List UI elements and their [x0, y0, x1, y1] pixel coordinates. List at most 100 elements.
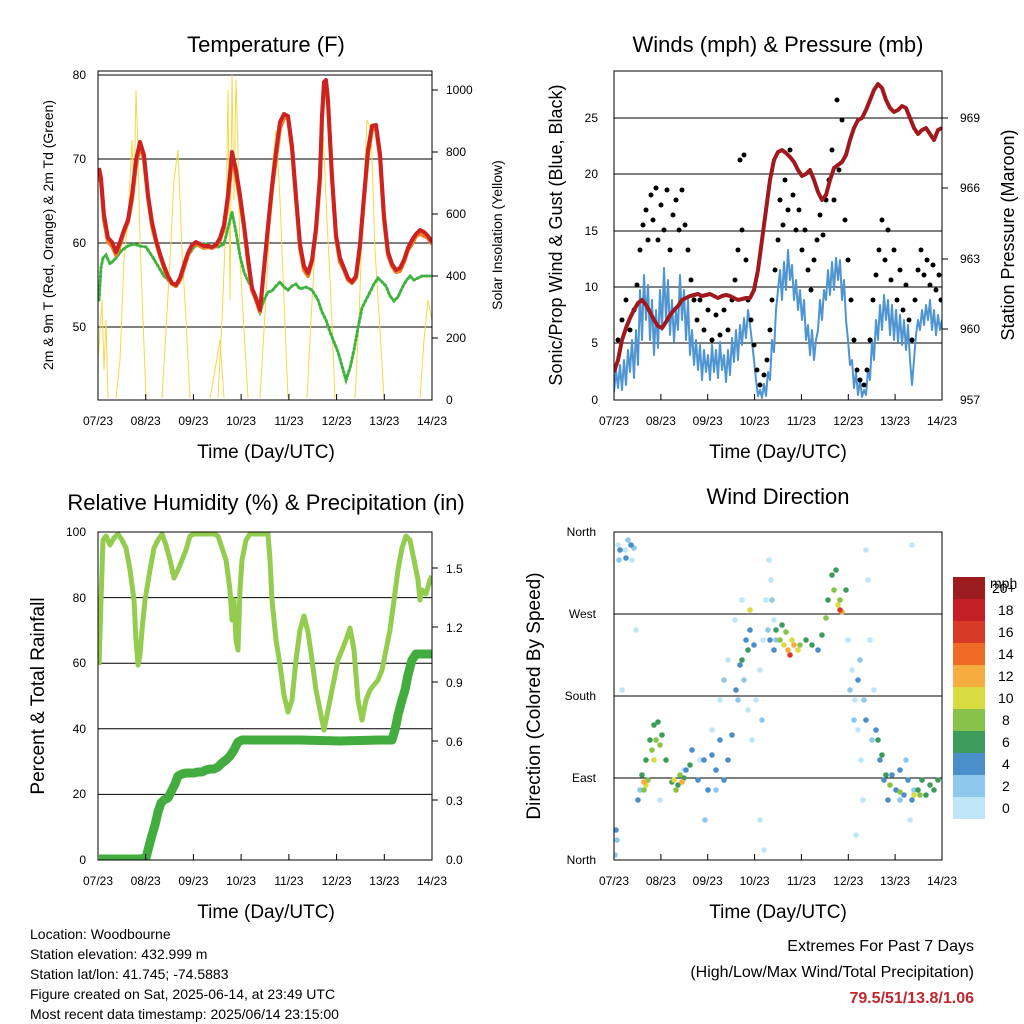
points-orange — [641, 609, 845, 785]
winds-y-left-label: Sonic/Prop Wind & Gust (Blue, Black) — [546, 84, 566, 385]
legend-label: 4 — [1002, 756, 1010, 772]
y-tick-label: East — [572, 771, 597, 785]
legend-swatch — [953, 753, 985, 775]
temperature-x-axis-label: Time (Day/UTC) — [197, 442, 335, 463]
x-tick-label: 14/23 — [927, 414, 957, 428]
x-tick-label: 08/23 — [131, 414, 161, 428]
y-tick-label: 20 — [585, 167, 599, 181]
points-lime — [641, 587, 923, 798]
y2-tick-label: 1.2 — [446, 621, 463, 635]
legend-label: 20+ — [992, 580, 1016, 596]
x-tick-label: 13/23 — [880, 874, 910, 888]
direction-panel: Wind Direction — [524, 484, 1017, 923]
y-tick-label: 0 — [591, 393, 598, 407]
legend-swatch — [953, 621, 985, 643]
legend-swatch — [953, 775, 985, 797]
points-sky — [614, 537, 917, 858]
x-tick-label: 12/23 — [833, 414, 863, 428]
solar-day-1 — [98, 299, 109, 399]
y2-tick-label: 0.9 — [446, 676, 463, 690]
sonic-wind-series — [614, 249, 942, 399]
direction-y-ticks: North East South West North — [565, 525, 597, 867]
x-tick-label: 11/23 — [787, 874, 816, 888]
legend-label: 12 — [998, 668, 1014, 684]
x-tick-label: 09/23 — [693, 874, 723, 888]
temperature-title: Temperature (F) — [187, 32, 345, 57]
x-tick-label: 09/23 — [178, 414, 208, 428]
x-tick-label: 07/23 — [599, 414, 629, 428]
x-tick-label: 08/23 — [646, 874, 676, 888]
y-tick-label: 15 — [585, 224, 599, 238]
humidity-x-ticks: 07/23 08/23 09/23 10/23 11/23 12/23 13/2… — [83, 854, 447, 888]
x-tick-label: 10/23 — [740, 414, 770, 428]
station-info: Location: Woodbourne Station elevation: … — [30, 924, 339, 1024]
extremes-values: 79.5/51/13.8/1.06 — [849, 990, 974, 1007]
legend-swatch — [953, 577, 985, 599]
x-tick-label: 07/23 — [599, 874, 629, 888]
legend-swatch — [953, 709, 985, 731]
x-tick-label: 13/23 — [369, 414, 399, 428]
y-tick-label: 70 — [73, 152, 87, 166]
temperature-y-right-label: Solar Insolation (Yellow) — [489, 160, 505, 310]
figure-created: Figure created on Sat, 2025-06-14, at 23… — [30, 986, 336, 1002]
direction-x-ticks: 07/23 08/23 09/23 10/23 11/23 12/23 13/2… — [599, 854, 957, 888]
y-tick-label: South — [565, 689, 596, 703]
y2-tick-label: 0.3 — [446, 794, 463, 808]
dewpoint-series — [98, 211, 432, 386]
x-tick-label: 11/23 — [274, 414, 303, 428]
x-tick-label: 11/23 — [274, 874, 303, 888]
legend-label: 16 — [998, 624, 1014, 640]
winds-plot-frame — [613, 70, 943, 401]
x-tick-label: 11/23 — [787, 414, 816, 428]
y-tick-label: 40 — [73, 722, 87, 736]
humidity-panel: Relative Humidity (%) & Precipitation (i… — [28, 490, 465, 923]
relative-humidity-series — [98, 532, 432, 733]
y-tick-label: 0 — [79, 853, 86, 867]
x-tick-label: 09/23 — [693, 414, 723, 428]
winds-x-ticks: 07/23 08/23 09/23 10/23 11/23 12/23 13/2… — [599, 394, 957, 428]
y2-tick-label: 600 — [446, 207, 466, 221]
pressure-series — [614, 82, 942, 373]
solar-day-6 — [259, 129, 289, 399]
humidity-y-left-ticks: 0 20 40 60 80 100 — [66, 525, 86, 867]
legend-label: 10 — [998, 690, 1014, 706]
temperature-plot-frame — [97, 70, 433, 401]
y-tick-label: 25 — [585, 111, 599, 125]
direction-plot-frame — [613, 531, 943, 861]
x-tick-label: 12/23 — [322, 414, 352, 428]
solar-day-4 — [209, 339, 225, 399]
legend-swatch — [953, 687, 985, 709]
legend-label: 0 — [1002, 800, 1010, 816]
x-tick-label: 13/23 — [880, 414, 910, 428]
extremes-subheading: (High/Low/Max Wind/Total Precipitation) — [690, 964, 974, 981]
legend-title: mph — [990, 575, 1017, 591]
x-tick-label: 10/23 — [740, 874, 770, 888]
y-tick-label: North — [567, 853, 596, 867]
y2-tick-label: 960 — [960, 322, 980, 336]
x-tick-label: 10/23 — [226, 874, 256, 888]
x-tick-label: 10/23 — [226, 414, 256, 428]
legend-label: 8 — [1002, 712, 1010, 728]
direction-x-axis-label: Time (Day/UTC) — [709, 902, 847, 923]
legend-swatch — [953, 599, 985, 621]
y-tick-label: 50 — [73, 320, 87, 334]
x-tick-label: 09/23 — [178, 874, 208, 888]
temperature-y-left-label: 2m & 9m T (Red, Orange) & 2m Td (Green) — [40, 100, 56, 370]
legend-label: 18 — [998, 602, 1014, 618]
temperature-y-right-ticks: 0 200 400 600 800 1000 — [432, 83, 473, 407]
direction-title: Wind Direction — [706, 484, 849, 509]
y2-tick-label: 1.5 — [446, 562, 463, 576]
humidity-y-left-label: Percent & Total Rainfall — [28, 597, 49, 794]
y2-tick-label: 969 — [960, 111, 980, 125]
legend-swatch — [953, 643, 985, 665]
station-latlon: Station lat/lon: 41.745; -74.5883 — [30, 966, 229, 982]
winds-y-left-ticks: 0 5 10 15 20 25 — [585, 111, 599, 407]
y-tick-label: 20 — [73, 787, 87, 801]
y-tick-label: 80 — [73, 68, 87, 82]
y-tick-label: 5 — [591, 336, 598, 350]
y-tick-label: 10 — [585, 280, 599, 294]
winds-y-right-label: Station Pressure (Maroon) — [998, 129, 1018, 340]
humidity-x-axis-label: Time (Day/UTC) — [197, 902, 335, 923]
y-tick-label: 60 — [73, 656, 87, 670]
